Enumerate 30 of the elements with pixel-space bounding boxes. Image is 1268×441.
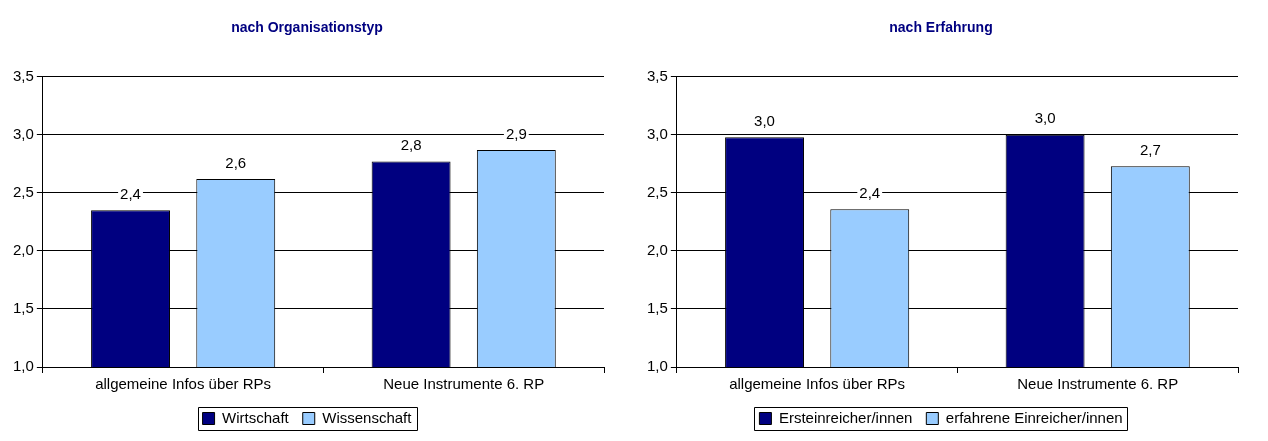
y-tick-label: 1,0 — [12, 357, 34, 375]
y-tick-label: 2,0 — [12, 241, 34, 259]
data-label: 2,9 — [505, 124, 527, 142]
x-tick-label: allgemeine Infos über RPs — [729, 375, 906, 393]
chart-title: nach Organisationstyp — [231, 19, 383, 36]
data-label: 2,8 — [400, 136, 422, 154]
x-tick-label: Neue Instrumente 6. RP — [383, 375, 545, 393]
data-label: 2,7 — [1139, 140, 1161, 158]
data-label: 2,4 — [859, 183, 881, 201]
legend-label: Wissenschaft — [322, 408, 413, 426]
legend-label: erfahrene Einreicher/innen — [945, 408, 1123, 426]
y-tick-label: 3,0 — [646, 124, 668, 142]
y-tick-label: 2,5 — [646, 183, 668, 201]
y-tick-label: 3,5 — [646, 66, 668, 84]
chart-title: nach Erfahrung — [889, 19, 993, 36]
y-tick-label: 3,0 — [12, 124, 34, 142]
legend-label: Ersteinreicher/innen — [778, 408, 913, 426]
y-tick-label: 1,5 — [646, 299, 668, 317]
x-tick-label: Neue Instrumente 6. RP — [1017, 375, 1179, 393]
y-tick-label: 1,0 — [646, 357, 668, 375]
data-label: 2,4 — [120, 184, 141, 202]
y-tick-label: 2,5 — [12, 183, 34, 201]
y-tick-label: 2,0 — [646, 241, 668, 259]
legend-label: Wirtschaft — [222, 408, 290, 426]
y-tick-label: 1,5 — [12, 299, 34, 317]
x-tick-label: allgemeine Infos über RPs — [95, 375, 272, 393]
data-label: 2,6 — [225, 153, 247, 171]
data-label: 3,0 — [754, 111, 775, 129]
y-tick-label: 3,5 — [12, 66, 34, 84]
data-label: 3,0 — [1034, 109, 1056, 127]
